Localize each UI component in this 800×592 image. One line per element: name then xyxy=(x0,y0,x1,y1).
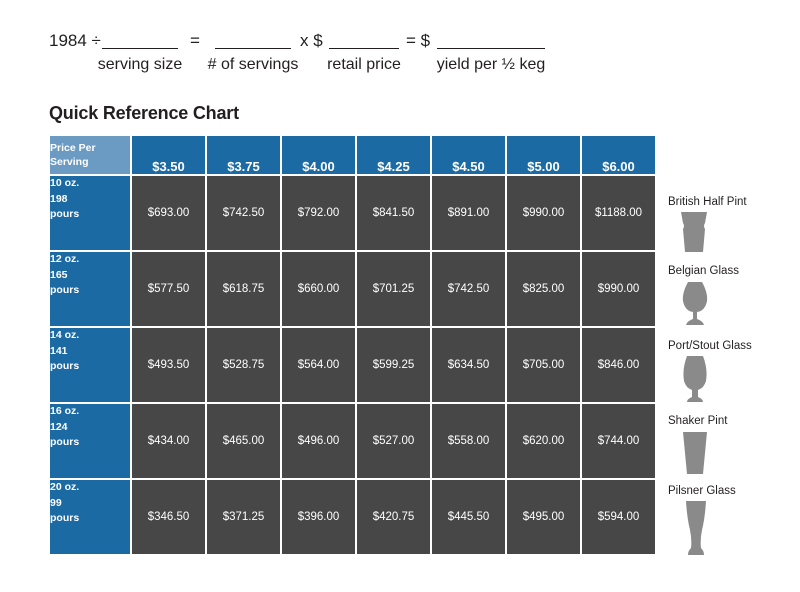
serving-size: 12 oz. xyxy=(50,253,80,265)
formula-lead: 1984 ÷ xyxy=(49,31,101,50)
yield-cell: $594.00 xyxy=(582,480,655,554)
serving-size: 20 oz. xyxy=(50,481,80,493)
glass-label: British Half Pint xyxy=(668,196,747,208)
price-header: $4.50 xyxy=(432,136,505,174)
formula-equals-dollar: = $ xyxy=(406,31,431,50)
serving-row-header: 10 oz. 198 pours xyxy=(50,176,130,250)
yield-cell: $495.00 xyxy=(507,480,580,554)
price-header: $6.00 xyxy=(582,136,655,174)
yield-cell: $841.50 xyxy=(357,176,430,250)
servings-blank xyxy=(215,48,291,49)
table-row: 12 oz. 165 pours $577.50 $618.75 $660.00… xyxy=(50,252,655,326)
glass-label: Pilsner Glass xyxy=(668,485,736,497)
yield-cell: $558.00 xyxy=(432,404,505,478)
yield-cell: $465.00 xyxy=(207,404,280,478)
pours-unit: pours xyxy=(50,208,80,220)
reference-table: Price Per Serving $3.50 $3.75 $4.00 $4.2… xyxy=(48,134,657,556)
serving-size-label: serving size xyxy=(97,56,183,73)
glass-label: Shaker Pint xyxy=(668,415,728,427)
chart-title: Quick Reference Chart xyxy=(49,103,239,123)
half-pint-glass-icon xyxy=(681,212,707,252)
price-header: $3.75 xyxy=(207,136,280,174)
price-header: $3.50 xyxy=(132,136,205,174)
price-header: $4.25 xyxy=(357,136,430,174)
yield-cell: $420.75 xyxy=(357,480,430,554)
pour-count: 165 xyxy=(50,268,68,281)
yield-cell: $371.25 xyxy=(207,480,280,554)
serving-row-header: 16 oz. 124 pours xyxy=(50,404,130,478)
pours-unit: pours xyxy=(50,512,80,524)
yield-cell: $742.50 xyxy=(432,252,505,326)
price-header: $5.00 xyxy=(507,136,580,174)
yield-cell: $528.75 xyxy=(207,328,280,402)
stout-glass-icon xyxy=(683,356,707,402)
yield-formula: 1984 ÷ = x $ = $ serving size # of servi… xyxy=(0,0,800,90)
yield-cell: $577.50 xyxy=(132,252,205,326)
yield-cell: $693.00 xyxy=(132,176,205,250)
yield-cell: $742.50 xyxy=(207,176,280,250)
yield-label: yield per ½ keg xyxy=(436,56,546,73)
yield-cell: $825.00 xyxy=(507,252,580,326)
serving-size-blank xyxy=(102,48,178,49)
yield-cell: $705.00 xyxy=(507,328,580,402)
servings-label: # of servings xyxy=(207,56,299,73)
yield-cell: $346.50 xyxy=(132,480,205,554)
yield-cell: $527.00 xyxy=(357,404,430,478)
price-header-row: Price Per Serving $3.50 $3.75 $4.00 $4.2… xyxy=(50,136,655,174)
shaker-pint-icon xyxy=(683,432,707,474)
yield-cell: $701.25 xyxy=(357,252,430,326)
formula-times-dollar: x $ xyxy=(300,31,323,50)
serving-row-header: 14 oz. 141 pours xyxy=(50,328,130,402)
serving-row-header: 20 oz. 99 pours xyxy=(50,480,130,554)
yield-cell: $990.00 xyxy=(582,252,655,326)
pour-count: 198 xyxy=(50,192,68,205)
formula-equals: = xyxy=(190,31,200,50)
corner-line-2: Serving xyxy=(50,156,89,168)
retail-price-blank xyxy=(329,48,399,49)
yield-cell: $891.00 xyxy=(432,176,505,250)
corner-line-1: Price Per xyxy=(50,142,96,154)
price-per-serving-header: Price Per Serving xyxy=(50,136,130,174)
yield-cell: $445.50 xyxy=(432,480,505,554)
pours-unit: pours xyxy=(50,436,80,448)
yield-cell: $599.25 xyxy=(357,328,430,402)
price-header: $4.00 xyxy=(282,136,355,174)
pours-unit: pours xyxy=(50,360,80,372)
yield-cell: $396.00 xyxy=(282,480,355,554)
retail-price-label: retail price xyxy=(327,56,401,73)
pour-count: 141 xyxy=(50,344,68,357)
table-row: 16 oz. 124 pours $434.00 $465.00 $496.00… xyxy=(50,404,655,478)
yield-cell: $660.00 xyxy=(282,252,355,326)
yield-cell: $792.00 xyxy=(282,176,355,250)
pours-unit: pours xyxy=(50,284,80,296)
yield-cell: $744.00 xyxy=(582,404,655,478)
glass-label: Port/Stout Glass xyxy=(668,340,752,352)
table-row: 20 oz. 99 pours $346.50 $371.25 $396.00 … xyxy=(50,480,655,554)
pour-count: 124 xyxy=(50,420,68,433)
yield-cell: $990.00 xyxy=(507,176,580,250)
yield-cell: $434.00 xyxy=(132,404,205,478)
yield-cell: $634.50 xyxy=(432,328,505,402)
yield-cell: $564.00 xyxy=(282,328,355,402)
yield-cell: $620.00 xyxy=(507,404,580,478)
serving-size: 14 oz. xyxy=(50,329,80,341)
pilsner-glass-icon xyxy=(686,501,706,555)
yield-blank xyxy=(437,48,545,49)
serving-row-header: 12 oz. 165 pours xyxy=(50,252,130,326)
table-row: 14 oz. 141 pours $493.50 $528.75 $564.00… xyxy=(50,328,655,402)
yield-cell: $1188.00 xyxy=(582,176,655,250)
serving-size: 10 oz. xyxy=(50,177,80,189)
glass-label: Belgian Glass xyxy=(668,265,739,277)
belgian-glass-icon xyxy=(682,282,708,325)
table-row: 10 oz. 198 pours $693.00 $742.50 $792.00… xyxy=(50,176,655,250)
yield-cell: $496.00 xyxy=(282,404,355,478)
yield-cell: $493.50 xyxy=(132,328,205,402)
yield-cell: $618.75 xyxy=(207,252,280,326)
yield-cell: $846.00 xyxy=(582,328,655,402)
pour-count: 99 xyxy=(50,496,62,509)
serving-size: 16 oz. xyxy=(50,405,80,417)
